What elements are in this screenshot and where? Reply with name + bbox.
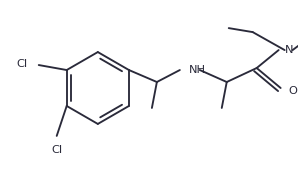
Text: NH: NH <box>189 65 206 75</box>
Text: Cl: Cl <box>17 59 28 69</box>
Text: Cl: Cl <box>51 145 62 155</box>
Text: O: O <box>289 86 298 96</box>
Text: N: N <box>285 45 293 55</box>
